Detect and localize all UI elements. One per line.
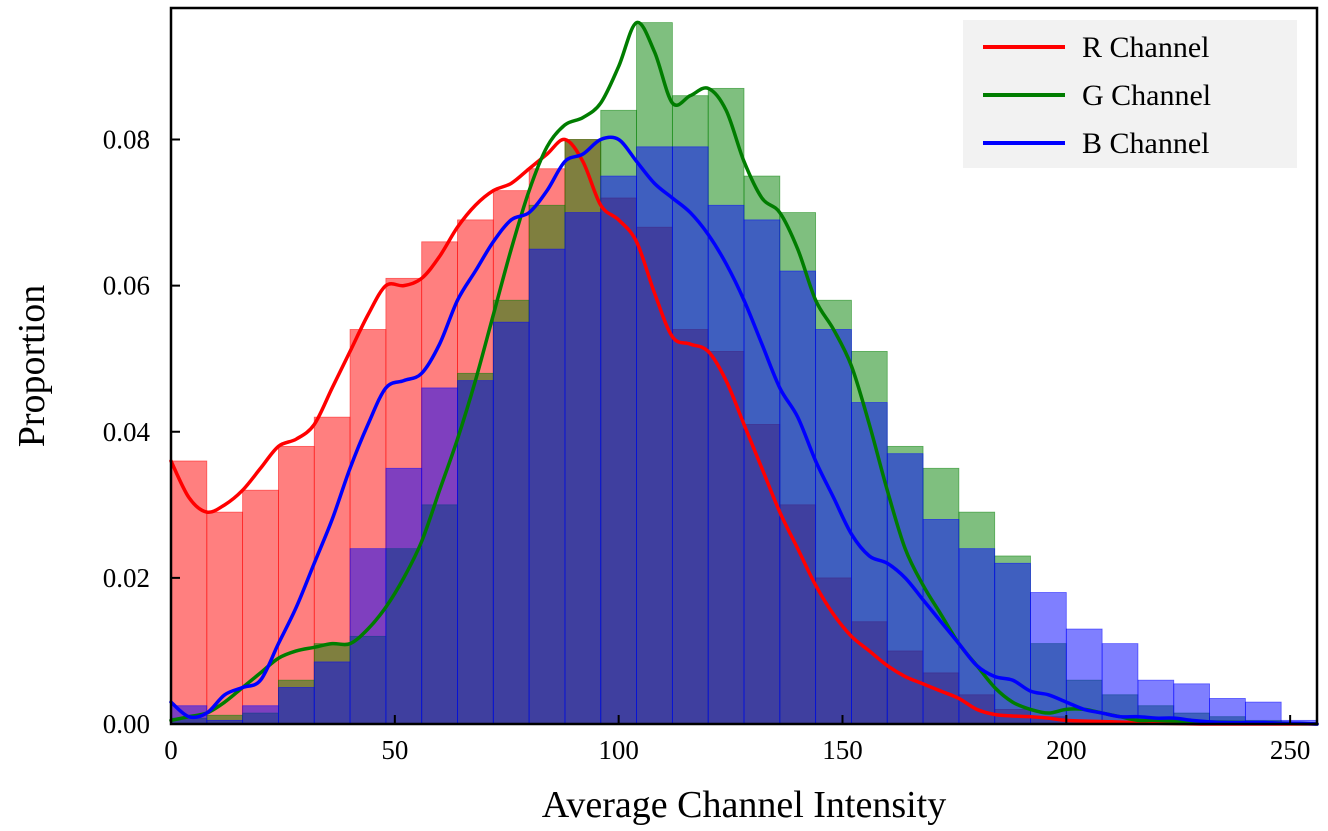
bar-b-24 [1030, 592, 1067, 725]
legend: R Channel G Channel B Channel [963, 20, 1297, 168]
bar-b-2 [242, 705, 279, 725]
kde-line-b [169, 135, 1319, 726]
bar-b-30 [1244, 701, 1282, 725]
x-tick-label-200: 200 [1046, 735, 1087, 765]
bar-b-11 [564, 212, 602, 725]
y-tick-label-2: 0.04 [103, 417, 151, 447]
bar-b-29 [1209, 698, 1246, 725]
y-tick-label-3: 0.06 [103, 271, 150, 301]
kde-line-g [169, 20, 1319, 726]
bar-b-5 [349, 548, 387, 725]
bar-b-9 [492, 321, 530, 725]
bar-b-10 [528, 248, 566, 725]
x-tick-label-150: 150 [822, 735, 863, 765]
bar-r-2 [242, 489, 279, 725]
bar-b-17 [779, 270, 817, 725]
legend-label-b: B Channel [1082, 127, 1210, 160]
x-tick-label-100: 100 [598, 735, 639, 765]
bar-b-26 [1101, 643, 1139, 725]
x-axis-title: Average Channel Intensity [542, 784, 947, 826]
bar-b-15 [707, 204, 745, 725]
kde-curves-layer [169, 20, 1319, 726]
bar-b-19 [851, 402, 888, 725]
bar-b-13 [636, 146, 673, 725]
bar-b-20 [886, 453, 924, 725]
bar-b-12 [600, 175, 637, 725]
legend-label-g: G Channel [1082, 79, 1211, 112]
bar-r-0 [170, 460, 208, 725]
y-tick-label-1: 0.02 [103, 563, 150, 593]
y-tick-label-4: 0.08 [103, 125, 150, 155]
legend-label-r: R Channel [1082, 31, 1210, 64]
bar-b-14 [671, 146, 709, 725]
tick-labels-layer: 0 50 100 150 200 250 0.00 0.02 0.04 0.06 0.08 [103, 125, 1311, 765]
plot-frame [169, 6, 1319, 726]
x-tick-label-50: 50 [381, 735, 408, 765]
x-tick-label-250: 250 [1270, 735, 1311, 765]
bar-b-4 [313, 661, 351, 725]
y-tick-label-0: 0.00 [103, 709, 150, 739]
bar-b-7 [421, 387, 458, 725]
bar-b-8 [457, 380, 494, 725]
bar-b-22 [958, 548, 996, 725]
kde-line-r [169, 137, 1319, 726]
bar-b-23 [994, 562, 1031, 725]
x-tick-label-0: 0 [164, 735, 178, 765]
bar-b-3 [278, 687, 315, 725]
ticks-layer [170, 138, 1292, 725]
y-axis-title: Proportion [11, 285, 53, 448]
